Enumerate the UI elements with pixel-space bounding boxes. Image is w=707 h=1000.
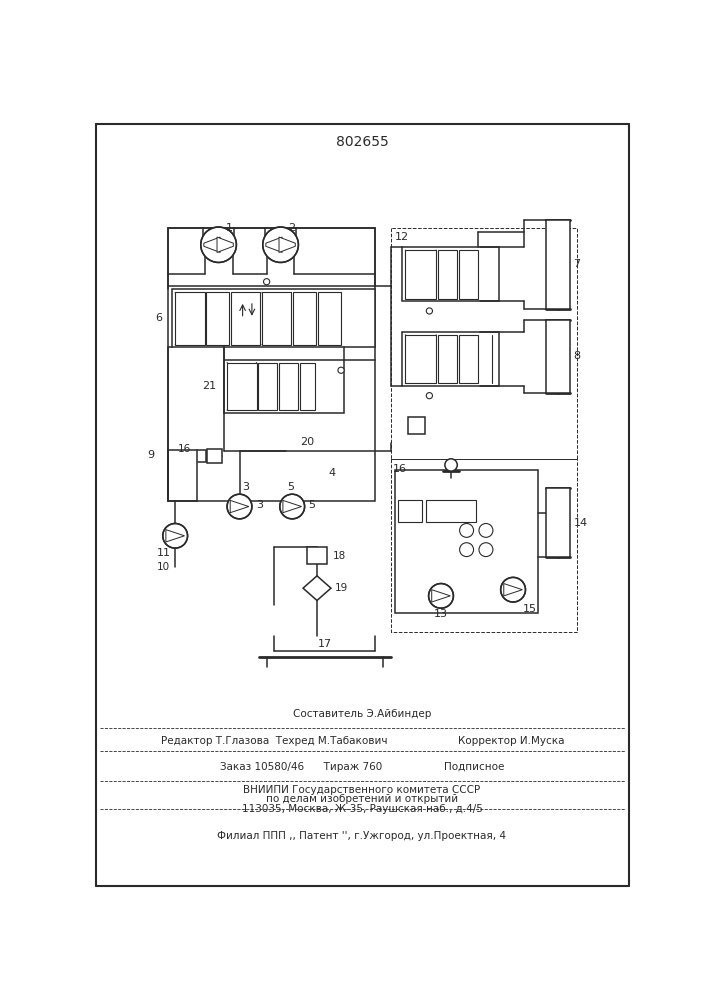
Text: 19: 19: [335, 583, 348, 593]
Circle shape: [501, 577, 525, 602]
Text: Заказ 10580/46      Тираж 760                   Подписное: Заказ 10580/46 Тираж 760 Подписное: [220, 762, 504, 772]
Circle shape: [227, 494, 252, 519]
Text: 12: 12: [395, 232, 409, 242]
Bar: [279, 363, 298, 410]
Bar: [293, 292, 316, 345]
Circle shape: [280, 494, 305, 519]
Bar: [395, 470, 538, 613]
Text: 4: 4: [329, 468, 336, 478]
Text: 13: 13: [434, 609, 448, 619]
Text: 5: 5: [308, 500, 315, 510]
Text: 10: 10: [157, 562, 170, 572]
Bar: [459, 250, 478, 299]
Text: 9: 9: [147, 450, 154, 460]
Text: 21: 21: [202, 381, 216, 391]
Text: 5: 5: [287, 482, 294, 492]
Circle shape: [428, 584, 453, 608]
Text: Составитель Э.Айбиндер: Составитель Э.Айбиндер: [293, 709, 431, 719]
Bar: [405, 250, 436, 299]
Bar: [175, 292, 204, 345]
Bar: [405, 335, 436, 383]
Bar: [307, 547, 327, 564]
Circle shape: [426, 308, 433, 314]
Bar: [402, 247, 499, 301]
Text: 8: 8: [573, 351, 580, 361]
Text: 16: 16: [393, 464, 407, 474]
Bar: [262, 292, 291, 345]
Bar: [231, 292, 260, 345]
Text: ВНИИПИ Государственного комитета СССР: ВНИИПИ Государственного комитета СССР: [243, 785, 481, 795]
Bar: [207, 449, 223, 463]
Bar: [206, 292, 230, 345]
Polygon shape: [432, 590, 450, 602]
Bar: [300, 363, 315, 410]
Circle shape: [163, 523, 187, 548]
Text: Редактор Т.Глазова  Техред М.Табакович: Редактор Т.Глазова Техред М.Табакович: [161, 736, 387, 746]
Polygon shape: [217, 237, 233, 252]
Text: 2: 2: [288, 223, 295, 233]
Bar: [408, 417, 425, 434]
Bar: [438, 250, 457, 299]
Text: Филиал ППП ,, Патент '', г.Ужгород, ул.Проектная, 4: Филиал ППП ,, Патент '', г.Ужгород, ул.П…: [218, 831, 506, 841]
Text: 6: 6: [155, 313, 162, 323]
Bar: [224, 360, 344, 413]
Text: 16: 16: [177, 444, 191, 454]
Text: Корректор И.Муска: Корректор И.Муска: [457, 736, 564, 746]
Bar: [197, 450, 206, 462]
Bar: [227, 363, 257, 410]
Polygon shape: [230, 500, 249, 513]
Text: 3: 3: [256, 500, 263, 510]
Bar: [398, 500, 421, 522]
Polygon shape: [204, 237, 220, 252]
Bar: [426, 500, 476, 522]
Bar: [258, 363, 277, 410]
Bar: [168, 228, 375, 501]
Circle shape: [479, 543, 493, 557]
Text: 14: 14: [573, 518, 588, 528]
Circle shape: [263, 227, 298, 262]
Text: 802655: 802655: [336, 135, 388, 149]
Text: 20: 20: [300, 437, 314, 447]
Text: 15: 15: [522, 604, 537, 614]
Bar: [317, 292, 341, 345]
Bar: [546, 220, 571, 309]
Polygon shape: [166, 530, 185, 542]
Circle shape: [460, 523, 474, 537]
Circle shape: [445, 459, 457, 471]
Text: 17: 17: [317, 639, 332, 649]
Bar: [459, 335, 478, 383]
Circle shape: [264, 279, 270, 285]
Text: 113035, Москва, Ж-35, Раушская наб., д.4/5: 113035, Москва, Ж-35, Раушская наб., д.4…: [242, 804, 482, 814]
Bar: [172, 289, 375, 347]
Text: 11: 11: [156, 548, 170, 558]
Circle shape: [201, 227, 236, 262]
Circle shape: [338, 367, 344, 373]
Circle shape: [460, 543, 474, 557]
Text: 1: 1: [226, 223, 233, 233]
Bar: [546, 488, 571, 557]
Circle shape: [479, 523, 493, 537]
Bar: [438, 335, 457, 383]
Polygon shape: [279, 237, 296, 252]
Circle shape: [426, 393, 433, 399]
Text: по делам изобретений и открытий: по делам изобретений и открытий: [266, 794, 458, 804]
Bar: [546, 320, 571, 393]
Text: 18: 18: [332, 551, 346, 561]
Polygon shape: [283, 500, 301, 513]
Polygon shape: [266, 237, 282, 252]
Text: 3: 3: [242, 482, 249, 492]
Text: 7: 7: [573, 259, 580, 269]
Polygon shape: [303, 576, 331, 600]
Polygon shape: [504, 584, 522, 596]
Bar: [402, 332, 499, 386]
